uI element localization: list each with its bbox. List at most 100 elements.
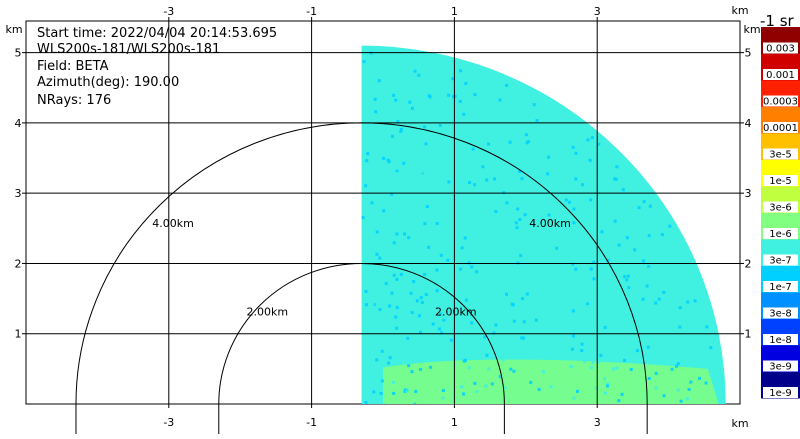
sector-speckle	[594, 240, 598, 244]
sector-speckle	[395, 232, 399, 236]
colorbar-label-box	[763, 148, 798, 160]
sector-speckle	[535, 338, 539, 342]
sector-speckle	[408, 100, 412, 104]
ground-band	[383, 359, 719, 404]
ring-label: 4.00km	[152, 217, 194, 230]
ring-label: 2.00km	[247, 305, 289, 318]
sector-speckle	[574, 151, 578, 155]
sector-speckle	[670, 367, 674, 371]
sector-speckle	[422, 125, 426, 129]
sector-speckle	[599, 335, 603, 339]
sector-speckle	[441, 396, 445, 400]
sector-speckle	[654, 371, 658, 375]
sector-speckle	[394, 98, 398, 102]
sector-speckle	[520, 336, 524, 340]
y-unit-label-right: km	[743, 23, 760, 36]
sector-speckle	[481, 167, 485, 171]
sector-speckle	[420, 300, 424, 304]
sector-speckle	[405, 389, 409, 393]
sector-speckle	[465, 143, 469, 147]
sector-speckle	[487, 342, 491, 346]
sector-speckle	[506, 298, 510, 302]
sector-speckle	[626, 274, 630, 278]
x-tick-label-bottom: -3	[163, 416, 174, 429]
sector-speckle	[586, 138, 590, 142]
sector-speckle	[547, 213, 551, 217]
sector-speckle	[421, 286, 425, 290]
sector-speckle	[485, 178, 489, 182]
sector-speckle	[371, 302, 375, 306]
colorbar-tick-label: 1e-8	[769, 335, 792, 346]
sector-speckle	[570, 347, 574, 351]
sector-speckle	[375, 358, 379, 362]
sector-speckle	[410, 106, 414, 110]
sector-speckle	[399, 127, 403, 131]
sector-speckle	[529, 380, 533, 384]
sector-speckle	[368, 384, 372, 388]
sector-speckle	[396, 120, 400, 124]
sector-speckle	[364, 290, 368, 294]
sector-speckle	[377, 379, 381, 383]
colorbar-label-box	[763, 307, 798, 319]
x-tick-label-top: -1	[306, 5, 317, 18]
sector-speckle	[556, 177, 560, 181]
sector-speckle	[392, 241, 396, 245]
sector-speckle	[392, 391, 396, 395]
sector-speckle	[389, 171, 393, 175]
sector-speckle	[409, 167, 413, 171]
sector-speckle	[572, 207, 576, 211]
y-tick-label-left: 4	[15, 117, 22, 130]
sector-speckle	[390, 134, 394, 138]
sector-speckle	[502, 191, 506, 195]
sector-speckle	[567, 200, 571, 204]
sector-speckle	[423, 222, 427, 226]
sector-speckle	[365, 335, 369, 339]
sector-speckle	[520, 177, 524, 181]
grid	[26, 21, 740, 404]
colorbar-tick-label: 1e-6	[769, 229, 792, 240]
sector-speckle	[364, 184, 368, 188]
range-rings: 2.00km 2.00km 4.00km 4.00km	[75, 122, 648, 434]
sector-speckle	[525, 292, 529, 296]
colorbar-tick-label: 1e-9	[769, 388, 792, 399]
instrument-text: WLS200s-181/WLS200s-181	[37, 42, 221, 57]
sector-speckle	[460, 385, 464, 389]
sector-speckle	[415, 197, 419, 201]
x-unit-label-bottom: km	[731, 417, 748, 430]
sector-speckle	[705, 325, 709, 329]
sector-speckle	[366, 152, 370, 156]
data-sector	[361, 45, 726, 404]
sector-speckle	[449, 338, 453, 342]
x-tick-label-bottom: 3	[594, 416, 601, 429]
colorbar-tick-label: 0.003	[766, 44, 795, 55]
sector-speckle	[382, 156, 386, 160]
sector-speckle	[403, 232, 407, 236]
sector-speckle	[395, 277, 399, 281]
sector-speckle	[483, 335, 487, 339]
sector-speckle	[635, 349, 639, 353]
sector-speckle	[427, 94, 431, 98]
start-time-text: Start time: 2022/04/04 20:14:53.695	[37, 26, 278, 41]
sector-speckle	[460, 200, 464, 204]
sector-speckle	[590, 136, 594, 140]
sector-speckle	[517, 142, 521, 146]
sector-speckle	[488, 234, 492, 238]
sector-speckle	[487, 142, 491, 146]
sector-speckle	[516, 203, 520, 207]
sector-speckle	[505, 292, 509, 296]
sector-speckle	[423, 272, 427, 276]
sector-speckle	[520, 272, 524, 276]
sector-speckle	[395, 169, 399, 173]
sector-speckle	[378, 256, 382, 260]
sector-speckle	[616, 180, 620, 184]
y-tick-label-left: 5	[15, 47, 22, 60]
sector-speckle	[571, 262, 575, 266]
sector-speckle	[686, 300, 690, 304]
sector-speckle	[624, 213, 628, 217]
sector-speckle	[425, 205, 429, 209]
sector-speckle	[669, 359, 673, 363]
sector-speckle	[413, 402, 417, 404]
sector-speckle	[444, 110, 448, 114]
sector-speckle	[697, 376, 701, 380]
sector-speckle	[676, 362, 680, 366]
